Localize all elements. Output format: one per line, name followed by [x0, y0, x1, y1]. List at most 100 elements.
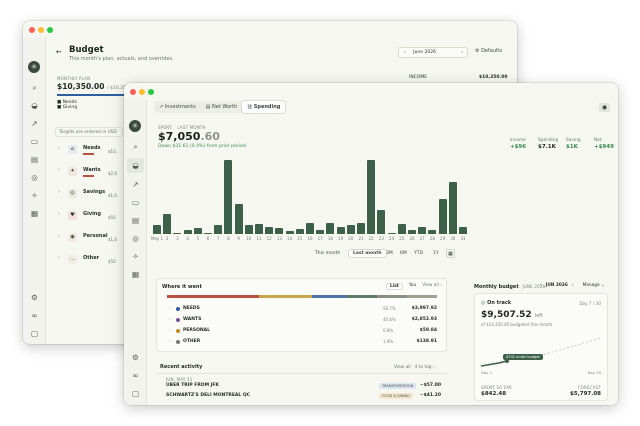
expand-chevron-icon[interactable]: ›	[58, 189, 60, 195]
chart-bar[interactable]	[336, 226, 345, 234]
transaction-tag[interactable]: FOOD & DINING	[379, 393, 413, 399]
category-row[interactable]: › ⌂ Needs $10,	[56, 145, 126, 157]
chart-bar[interactable]	[183, 229, 192, 234]
close-window-button[interactable]	[130, 89, 136, 95]
expand-chevron-icon[interactable]: ›	[58, 167, 60, 173]
chart-bar[interactable]	[234, 204, 243, 234]
chart-bar[interactable]	[214, 225, 223, 234]
range-1y[interactable]: 1Y	[433, 251, 439, 256]
category-row-wants[interactable]: › WANTS 40.6% $2,852.93	[169, 317, 437, 325]
chart-bar[interactable]	[244, 225, 253, 234]
chart-bar[interactable]	[377, 210, 386, 234]
chart-bar[interactable]	[193, 228, 202, 234]
chart-bar[interactable]	[448, 182, 457, 234]
dashboard-icon[interactable]: ◒	[31, 101, 38, 110]
chart-bar[interactable]	[163, 214, 172, 234]
chart-bar[interactable]	[387, 232, 396, 234]
expand-chevron-icon[interactable]: ›	[169, 328, 171, 333]
settings-icon[interactable]: ⚙	[31, 293, 38, 302]
category-row[interactable]: › ✦ Wants $2,6	[56, 167, 126, 179]
chart-bar[interactable]	[306, 222, 314, 234]
archive-icon[interactable]: ▦	[30, 209, 39, 218]
manage-button[interactable]: Manage ⌄	[582, 283, 605, 288]
category-row-other[interactable]: › OTHER 1.9% $138.91	[169, 339, 437, 347]
monthly-prev-icon[interactable]: ‹	[540, 283, 542, 288]
target-icon[interactable]: ◎	[132, 234, 139, 243]
chart-bar[interactable]	[265, 226, 274, 234]
settings-icon[interactable]: ⚙	[132, 353, 139, 362]
chart-icon[interactable]: ↗	[132, 180, 139, 189]
maximize-window-button[interactable]	[47, 27, 53, 33]
tab-net-worth[interactable]: ▤ Net Worth	[205, 104, 238, 110]
chart-bar[interactable]	[418, 226, 427, 234]
sparkle-icon[interactable]: ✧	[132, 252, 139, 261]
expand-chevron-icon[interactable]: ›	[58, 233, 60, 239]
target-icon[interactable]: ◎	[31, 173, 38, 182]
chart-bar[interactable]	[357, 222, 365, 234]
tab-investments[interactable]: ↗ Investments	[159, 104, 196, 110]
chart-bar[interactable]	[255, 223, 263, 234]
calendar-icon[interactable]: ▦	[446, 249, 455, 258]
transaction-row[interactable]: SCHWARTZ'S DELI MONTREAL QC FOOD & DINING…	[166, 393, 441, 401]
card-icon[interactable]: ▤	[30, 155, 39, 164]
chart-bar[interactable]	[408, 229, 416, 234]
chart-bar[interactable]	[326, 222, 335, 234]
chart-bar[interactable]	[173, 232, 182, 234]
chart-bar[interactable]	[224, 160, 233, 234]
category-row-personal[interactable]: › PERSONAL 0.8% $59.84	[169, 328, 437, 336]
range-this-month[interactable]: This month	[315, 251, 341, 256]
toggle-list[interactable]: List	[386, 283, 403, 290]
tab-spending[interactable]: ▥ Spending	[242, 101, 286, 113]
chart-bar[interactable]	[346, 225, 355, 234]
range-ytd[interactable]: YTD	[414, 251, 423, 256]
range-last-month[interactable]: Last month	[348, 249, 387, 258]
card-icon[interactable]: ▤	[131, 216, 140, 225]
range-6m[interactable]: 6M	[400, 251, 407, 256]
expand-chevron-icon[interactable]: ›	[169, 306, 171, 311]
recent-view-all[interactable]: View all · 4 to tag ›	[394, 365, 435, 370]
chart-bar[interactable]	[285, 231, 294, 234]
minimize-window-button[interactable]	[38, 27, 44, 33]
chart-icon[interactable]: ↗	[31, 119, 38, 128]
archive-icon[interactable]: ▦	[131, 270, 140, 279]
expand-chevron-icon[interactable]: ›	[169, 339, 171, 344]
chart-bar[interactable]	[295, 228, 304, 234]
expand-chevron-icon[interactable]: ›	[58, 255, 60, 261]
sparkle-icon[interactable]: ✧	[31, 191, 38, 200]
toggle-you[interactable]: You	[408, 283, 417, 288]
panel-icon[interactable]: ▢	[30, 329, 39, 338]
minimize-window-button[interactable]	[139, 89, 145, 95]
search-icon[interactable]: ⌕	[32, 83, 37, 92]
category-row[interactable]: › ◎ Savings $1,0	[56, 189, 126, 201]
defaults-button[interactable]: ⚙ Defaults	[475, 48, 502, 54]
view-all-link[interactable]: View all ›	[422, 283, 442, 288]
expand-chevron-icon[interactable]: ›	[169, 317, 171, 322]
search-icon[interactable]: ⌕	[133, 142, 138, 151]
panel-icon[interactable]: ▢	[131, 389, 140, 398]
close-window-button[interactable]	[29, 27, 35, 33]
category-row[interactable]: › ◉ Personal $1,0	[56, 233, 126, 245]
chart-bar[interactable]	[428, 229, 437, 234]
back-arrow-icon[interactable]: ←	[56, 48, 62, 56]
transaction-row[interactable]: UBER TRIP FROM JFK TRANSPORTATION −$57.00	[166, 383, 441, 391]
link-icon[interactable]: ∞	[31, 311, 38, 320]
expand-chevron-icon[interactable]: ›	[58, 211, 60, 217]
transaction-tag[interactable]: TRANSPORTATION	[379, 383, 417, 389]
category-row[interactable]: › ♥ Giving $50	[56, 211, 126, 223]
range-3m[interactable]: 3M	[386, 251, 393, 256]
maximize-window-button[interactable]	[148, 89, 154, 95]
chart-bar[interactable]	[438, 199, 447, 234]
category-row[interactable]: › … Other $50	[56, 255, 126, 267]
eye-icon[interactable]: ◉	[599, 103, 610, 112]
link-icon[interactable]: ∞	[132, 371, 139, 380]
expand-chevron-icon[interactable]: ›	[58, 145, 60, 151]
chart-bar[interactable]	[397, 223, 406, 234]
wallet-icon[interactable]: ▭	[30, 137, 39, 146]
monthly-next-icon[interactable]: ›	[571, 283, 574, 288]
app-logo[interactable]: ✳	[129, 120, 141, 132]
chart-bar[interactable]	[459, 226, 467, 234]
category-row-needs[interactable]: › NEEDS 56.7% $3,997.92	[169, 306, 437, 314]
chart-bar[interactable]	[153, 225, 161, 234]
month-picker[interactable]: ‹ June 2026 ›	[398, 47, 468, 58]
chart-bar[interactable]	[367, 160, 376, 234]
